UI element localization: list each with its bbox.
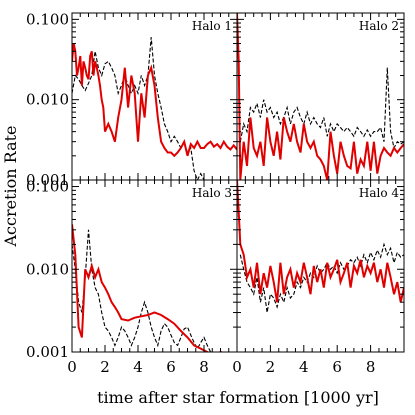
panel-2: Halo 2 xyxy=(236,12,405,181)
x-tick-label: 0 xyxy=(67,358,77,376)
halo-3-black-series xyxy=(72,229,212,352)
halo-1-black-series xyxy=(72,37,205,180)
panel-4: Halo 4 xyxy=(236,179,405,353)
panel-frame xyxy=(236,179,405,353)
x-tick-label: 8 xyxy=(366,358,376,376)
panel-1: Halo 1 xyxy=(71,12,238,181)
halo-2-black-series xyxy=(239,67,404,150)
y-tick-label: 0.010 xyxy=(26,91,69,109)
panel-label-halo-4: Halo 4 xyxy=(359,186,399,200)
panels-layer: Halo 1 Halo 2 Halo 3 Halo 4 xyxy=(71,12,405,353)
panel-lines xyxy=(237,13,404,180)
y-tick-label: 0.001 xyxy=(26,343,69,361)
panel-frame xyxy=(71,179,238,353)
x-tick-label: 2 xyxy=(266,358,276,376)
panel-lines xyxy=(237,180,404,313)
panel-lines xyxy=(72,224,225,352)
halo-2-red-series xyxy=(237,13,404,180)
x-tick-label: 0 xyxy=(232,358,242,376)
y-tick-label: 0.100 xyxy=(26,10,69,28)
y-tick-label: 0.001 xyxy=(26,171,69,189)
panel-label-halo-3: Halo 3 xyxy=(192,186,232,200)
panel-label-halo-1: Halo 1 xyxy=(192,19,232,33)
x-tick-label: 4 xyxy=(133,358,143,376)
halo-4-black-series xyxy=(239,242,404,313)
x-tick-label: 6 xyxy=(166,358,176,376)
y-axis-title: Accretion Rate xyxy=(1,125,20,247)
y-tick-label: 0.010 xyxy=(26,260,69,278)
panel-3: Halo 3 xyxy=(71,179,238,353)
x-axis-title: time after star formation [1000 yr] xyxy=(97,388,379,407)
x-tick-label: 2 xyxy=(100,358,110,376)
x-tick-label: 8 xyxy=(199,358,209,376)
halo-4-red-series xyxy=(237,180,404,303)
x-tick-label: 4 xyxy=(299,358,309,376)
y-tick-label: 0.100 xyxy=(26,178,69,196)
panel-frame xyxy=(71,12,238,181)
halo-1-red-series xyxy=(72,43,237,158)
panel-label-halo-2: Halo 2 xyxy=(359,19,399,33)
panel-lines xyxy=(72,37,237,180)
x-tick-label: 6 xyxy=(332,358,342,376)
